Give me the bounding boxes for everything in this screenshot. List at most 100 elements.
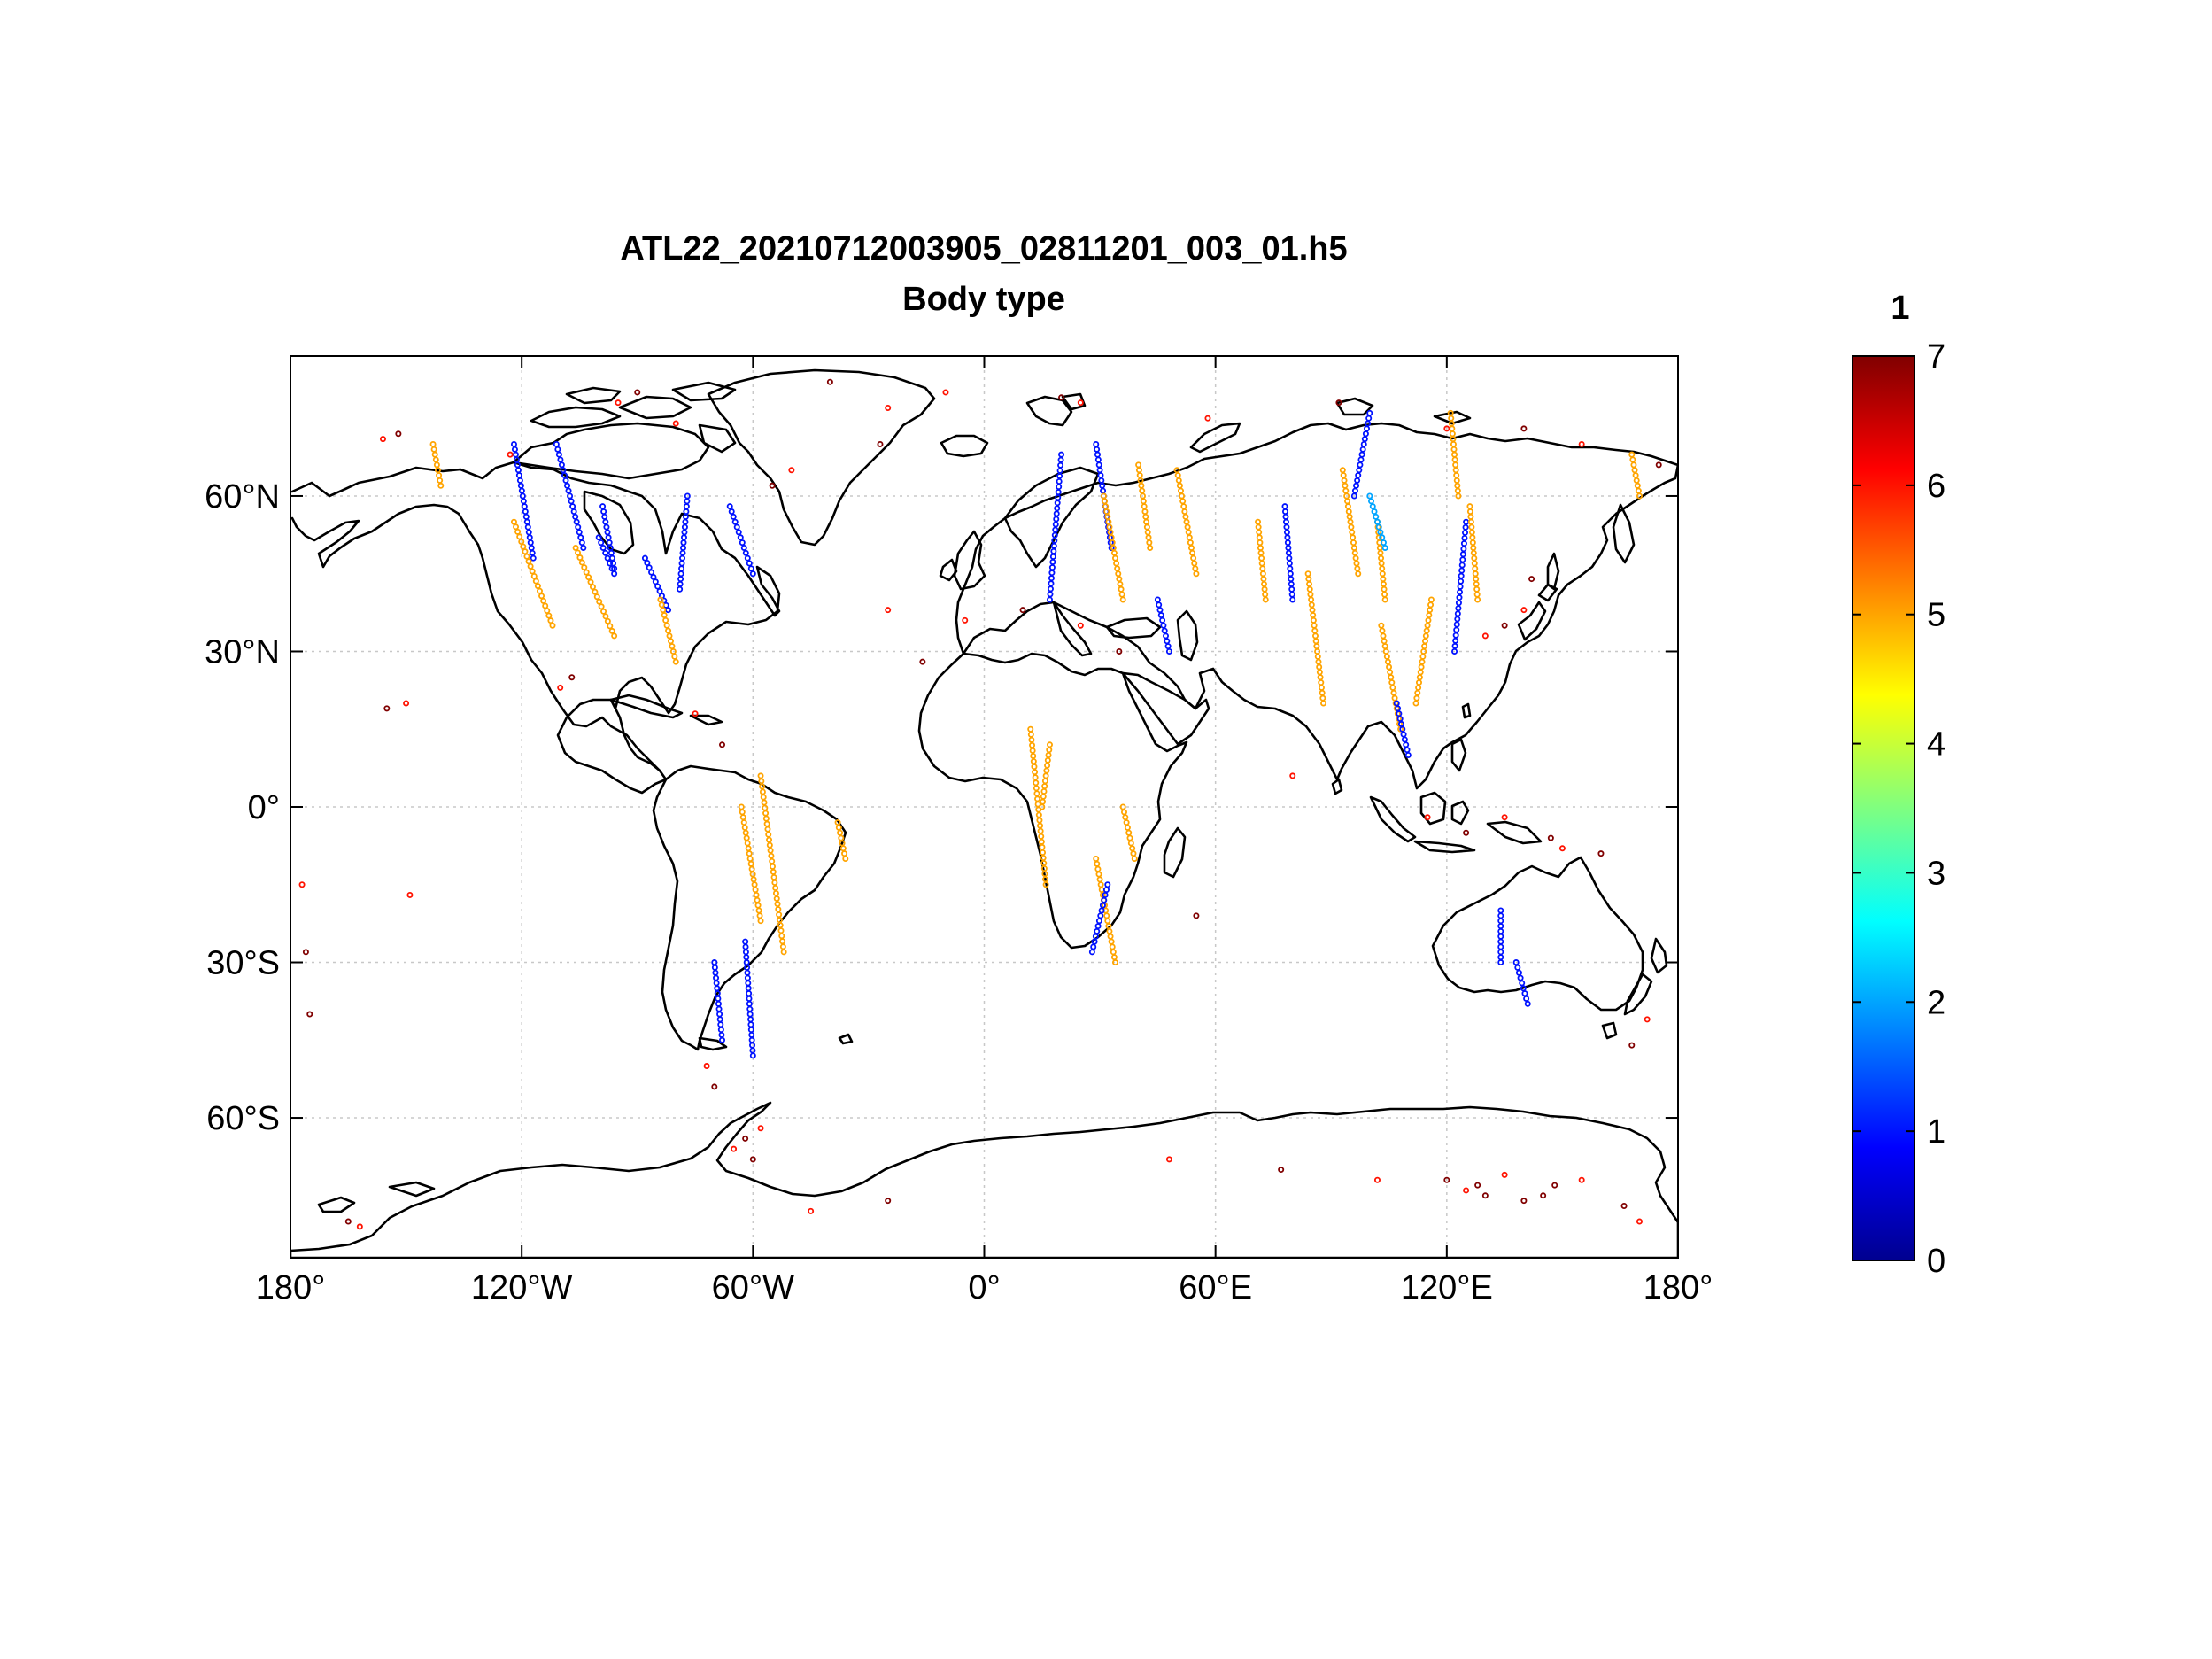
data-point bbox=[1183, 518, 1190, 525]
data-point bbox=[658, 601, 665, 609]
data-point bbox=[1354, 565, 1361, 572]
data-point bbox=[703, 1063, 710, 1070]
data-point bbox=[1349, 529, 1356, 536]
data-point bbox=[1034, 801, 1041, 808]
data-point bbox=[1031, 764, 1038, 771]
data-point bbox=[1255, 523, 1262, 531]
data-point bbox=[1423, 627, 1430, 634]
figure-subtitle: Body type bbox=[902, 281, 1065, 318]
data-point bbox=[1454, 487, 1461, 494]
data-point bbox=[1094, 451, 1101, 458]
data-point bbox=[608, 627, 615, 634]
data-point bbox=[757, 1125, 764, 1132]
data-point bbox=[1129, 845, 1136, 852]
data-point bbox=[1463, 1187, 1470, 1194]
data-point bbox=[1048, 564, 1056, 571]
data-point bbox=[1455, 492, 1462, 500]
data-point bbox=[1497, 933, 1504, 940]
data-point bbox=[682, 513, 689, 520]
data-point bbox=[577, 534, 584, 541]
data-point bbox=[749, 1052, 756, 1059]
data-point bbox=[1054, 500, 1061, 507]
data-point bbox=[1452, 632, 1459, 639]
data-point bbox=[1418, 663, 1425, 671]
data-point bbox=[517, 482, 524, 489]
data-point bbox=[561, 472, 568, 479]
colorbar-tick-label: 3 bbox=[1927, 855, 1945, 892]
data-point bbox=[1028, 736, 1035, 743]
data-point bbox=[1360, 440, 1367, 447]
data-point bbox=[356, 1223, 363, 1230]
data-point bbox=[1255, 518, 1262, 525]
data-point bbox=[1102, 887, 1110, 894]
data-point bbox=[745, 985, 752, 992]
colorbar-tick-label: 1 bbox=[1927, 1113, 1945, 1151]
data-point bbox=[598, 603, 605, 610]
data-point bbox=[1037, 822, 1044, 829]
data-point bbox=[742, 549, 749, 556]
data-point bbox=[1104, 881, 1111, 888]
data-point bbox=[1259, 570, 1266, 578]
data-point bbox=[877, 440, 884, 447]
data-point bbox=[1501, 622, 1508, 629]
colorbar: 1 0 1 2 3 4 5 6 7 bbox=[1852, 290, 1945, 1280]
data-point bbox=[1101, 896, 1108, 903]
data-point bbox=[1032, 774, 1039, 781]
data-point bbox=[1143, 523, 1150, 531]
data-point bbox=[733, 523, 740, 531]
data-point bbox=[678, 565, 685, 572]
data-point bbox=[604, 617, 611, 624]
data-point bbox=[1288, 580, 1295, 587]
colorbar-tick-label: 7 bbox=[1927, 338, 1945, 376]
data-point bbox=[1460, 540, 1467, 547]
data-point bbox=[1052, 526, 1059, 533]
data-point bbox=[1119, 596, 1126, 603]
data-point bbox=[1403, 741, 1410, 748]
data-point bbox=[1362, 430, 1369, 438]
data-point bbox=[1427, 601, 1435, 609]
data-point bbox=[1107, 933, 1114, 940]
data-point bbox=[1056, 467, 1063, 474]
data-point bbox=[595, 534, 602, 541]
data-point bbox=[730, 513, 737, 520]
colorbar-tick-label: 6 bbox=[1927, 468, 1945, 505]
data-point bbox=[1471, 554, 1478, 562]
data-point bbox=[746, 995, 753, 1002]
data-point bbox=[672, 658, 679, 665]
data-point bbox=[750, 876, 757, 883]
data-point bbox=[646, 564, 653, 571]
data-point bbox=[1540, 1192, 1547, 1199]
data-point bbox=[1311, 627, 1319, 634]
data-point bbox=[1049, 553, 1056, 560]
data-point bbox=[406, 891, 414, 898]
data-point bbox=[1461, 535, 1468, 542]
data-point bbox=[383, 705, 391, 712]
data-point bbox=[1040, 865, 1048, 872]
data-point bbox=[1644, 1016, 1651, 1023]
data-point bbox=[403, 700, 410, 707]
data-point bbox=[1443, 1176, 1450, 1183]
data-point bbox=[747, 1016, 754, 1023]
data-point bbox=[1379, 565, 1386, 572]
data-point bbox=[1311, 622, 1318, 629]
data-point bbox=[1052, 521, 1059, 528]
data-point bbox=[1459, 551, 1466, 558]
data-point bbox=[715, 1005, 723, 1012]
data-point bbox=[1381, 638, 1388, 645]
data-point bbox=[1034, 795, 1041, 802]
data-point bbox=[1517, 974, 1524, 981]
data-point bbox=[1092, 933, 1099, 940]
data-point bbox=[749, 1042, 756, 1049]
data-point bbox=[1456, 594, 1463, 601]
data-point bbox=[523, 553, 530, 560]
data-point bbox=[1381, 643, 1388, 650]
data-point bbox=[779, 938, 786, 945]
data-point bbox=[1105, 923, 1112, 930]
data-point bbox=[777, 927, 785, 934]
data-point bbox=[1469, 534, 1476, 541]
data-point bbox=[1401, 736, 1408, 743]
data-point bbox=[662, 616, 669, 624]
colorbar-tick-label: 5 bbox=[1927, 597, 1945, 634]
data-point bbox=[1380, 580, 1387, 587]
data-point bbox=[1141, 503, 1148, 510]
